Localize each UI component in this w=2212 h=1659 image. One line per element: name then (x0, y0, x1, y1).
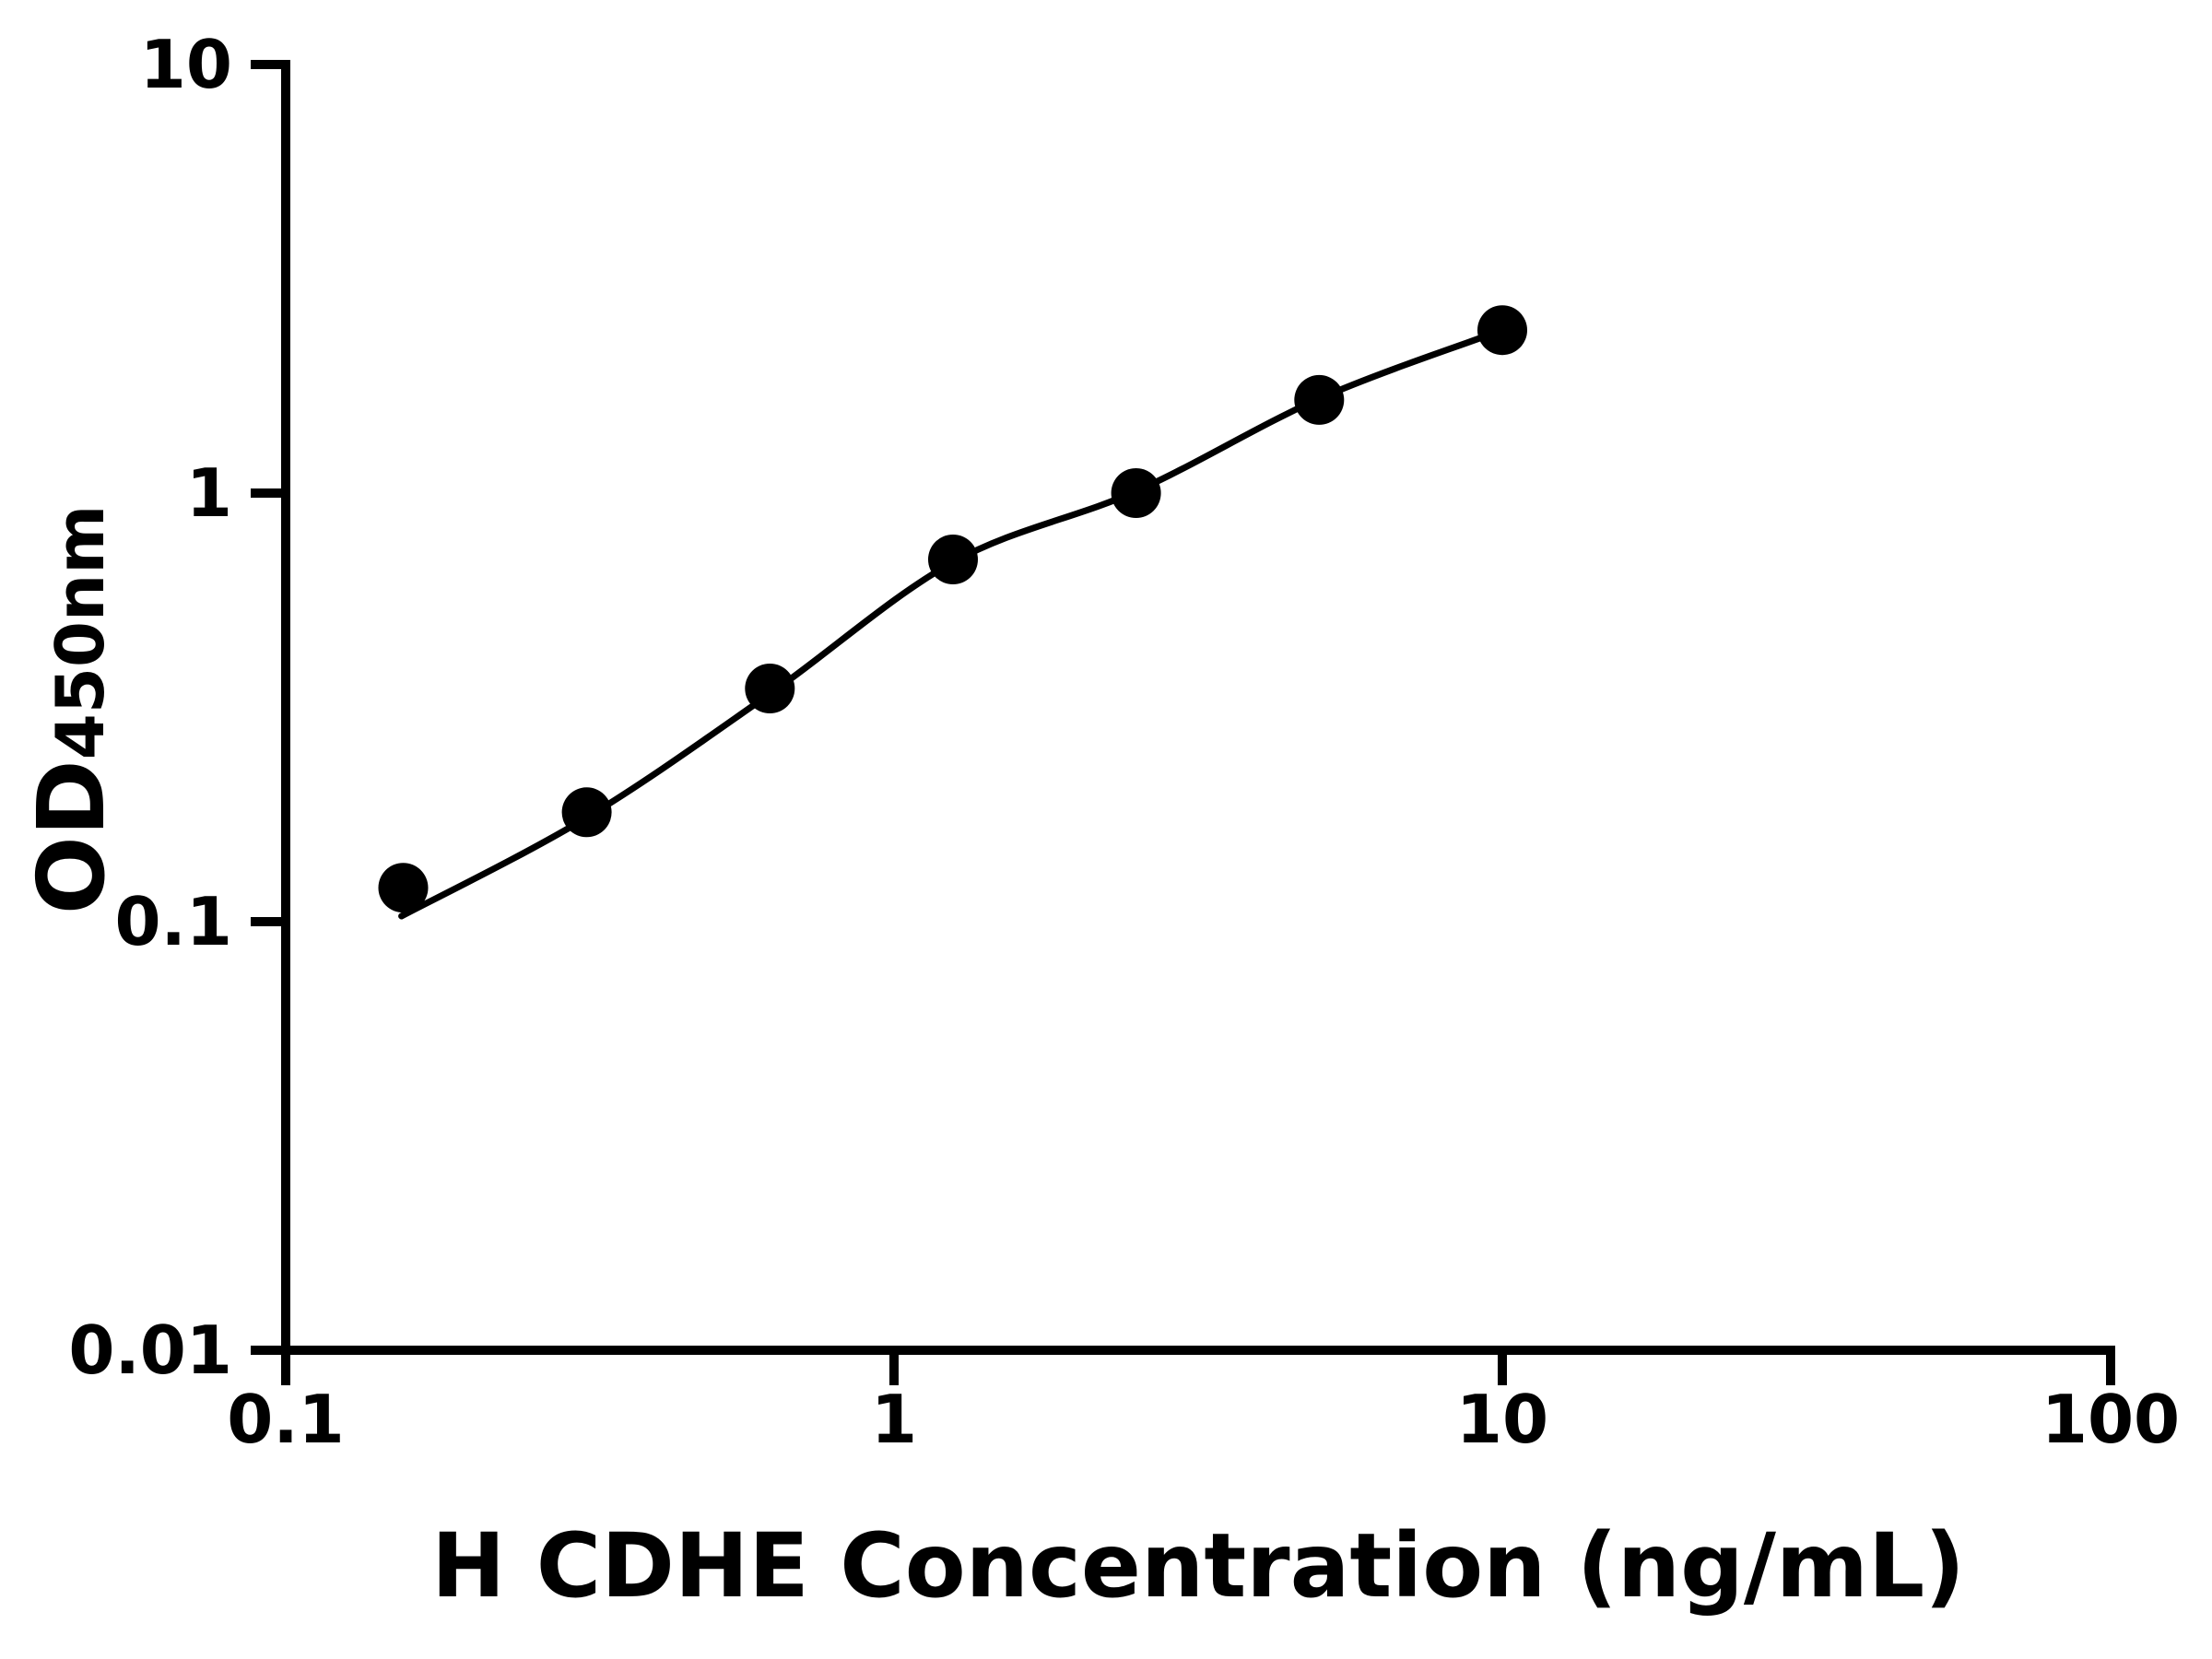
x-tick-label: 100 (2041, 1381, 2180, 1458)
data-point (378, 863, 429, 913)
y-tick-label: 10 (140, 26, 232, 103)
fit-curve (398, 326, 1506, 920)
x-tick-label: 1 (871, 1381, 917, 1458)
data-point (928, 535, 978, 584)
y-axis-title-subscript: 450nm (41, 505, 119, 760)
data-point (745, 664, 795, 713)
x-axis-title: H CDHE Concentration (ng/mL) (431, 1514, 1965, 1618)
data-point (1294, 374, 1345, 425)
y-tick-label: 0.01 (68, 1312, 232, 1389)
data-point (1111, 468, 1161, 518)
y-tick-label: 1 (186, 454, 232, 532)
x-tick-label: 10 (1456, 1381, 1548, 1458)
x-tick-label: 0.1 (227, 1381, 345, 1458)
y-axis-title-main: OD (18, 759, 125, 914)
axes-frame (281, 60, 2115, 1355)
data-point (561, 787, 612, 838)
data-point (1477, 305, 1527, 356)
y-axis-title: OD450nm (18, 505, 125, 915)
y-tick-label: 0.1 (114, 883, 232, 960)
